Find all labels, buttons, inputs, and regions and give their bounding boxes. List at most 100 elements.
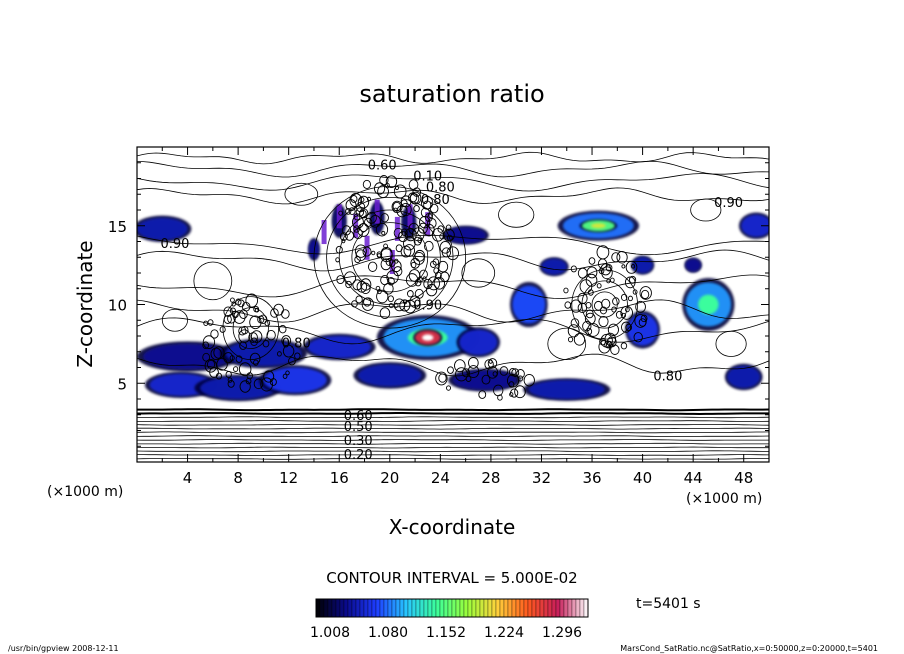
contour-label: 0.90 xyxy=(714,196,743,211)
contour-cell xyxy=(391,200,403,213)
contour-cell xyxy=(380,213,389,223)
contour-cell xyxy=(585,327,593,336)
colorbar-segment xyxy=(423,598,429,618)
contour-cell xyxy=(257,315,265,324)
contour-cell xyxy=(516,369,525,379)
colorbar-segment xyxy=(543,598,549,618)
contour-cell xyxy=(413,236,422,246)
contour-line xyxy=(137,151,769,165)
x-tick-label: 20 xyxy=(380,469,399,487)
contour-cell xyxy=(506,373,520,388)
footer-left: /usr/bin/gpview 2008-12-11 xyxy=(8,644,119,653)
colorbar-segment xyxy=(551,598,557,618)
colorbar-segment xyxy=(519,598,525,618)
contour-cell xyxy=(385,175,398,188)
region-core xyxy=(459,329,498,355)
contour-cell xyxy=(241,302,251,312)
contour-cell xyxy=(339,232,348,241)
contour-cell xyxy=(588,257,596,265)
violet-streak xyxy=(407,204,413,229)
contour-line xyxy=(137,450,769,453)
region-core xyxy=(307,336,371,359)
violet-streak xyxy=(394,216,400,241)
contour-cell xyxy=(596,283,602,289)
colorbar-segment xyxy=(491,598,497,618)
contour-cell xyxy=(349,193,363,208)
colorbar-segment xyxy=(495,598,501,618)
contour-cell xyxy=(567,324,580,338)
contour-cell xyxy=(231,301,236,307)
colorbar-segment xyxy=(415,598,421,618)
region xyxy=(724,363,763,391)
y-tick-label: 5 xyxy=(117,375,127,393)
contour-cell xyxy=(488,359,493,364)
colorbar-segment xyxy=(383,598,389,618)
contour-label: 0.60 xyxy=(344,409,373,424)
contour-cell xyxy=(225,371,232,378)
contour-cell xyxy=(380,274,390,286)
contour-cell xyxy=(419,215,431,229)
contour-cell xyxy=(338,210,343,216)
contour-cell xyxy=(246,372,253,380)
contour-loop xyxy=(351,222,429,293)
contour-label: 0.90 xyxy=(160,237,189,252)
contour-cell xyxy=(353,213,361,221)
x-tick-label: 44 xyxy=(684,469,703,487)
contour-cell xyxy=(227,379,235,388)
contour-labels: 0.600.100.800.80 0.900.900.900.800.800.20… xyxy=(160,158,743,462)
contour-cell xyxy=(376,251,383,258)
y-axis-label: Z-coordinate xyxy=(73,240,97,367)
contour-cell xyxy=(353,228,363,240)
contour-cell xyxy=(606,336,617,348)
contour-line xyxy=(137,446,769,449)
contour-cell xyxy=(468,356,479,369)
contour-loop xyxy=(193,261,233,301)
contour-cell xyxy=(204,358,217,373)
contour-cell xyxy=(446,385,451,391)
contour-cell xyxy=(432,258,440,266)
contour-cell xyxy=(375,222,389,237)
colorbar-segment xyxy=(555,598,561,618)
contour-cell xyxy=(249,352,261,365)
region-core xyxy=(512,285,546,324)
contour-cell xyxy=(570,265,577,273)
contour-cell xyxy=(570,318,580,328)
x-tick-label: 12 xyxy=(279,469,298,487)
contour-cell xyxy=(388,302,394,309)
colorbar-segment xyxy=(367,598,373,618)
contour-cell xyxy=(639,286,652,300)
contour-cell xyxy=(238,329,251,343)
contour-cell xyxy=(410,257,421,269)
colorbar-segment xyxy=(511,598,517,618)
x-axis-label: X-coordinate xyxy=(389,515,516,539)
contour-cell xyxy=(409,191,422,205)
contour-cell xyxy=(567,336,574,343)
region-core xyxy=(685,258,701,272)
contour-loop xyxy=(461,258,496,288)
contour-cell xyxy=(620,342,628,350)
y-tick-label: 15 xyxy=(108,218,127,236)
contour-cell xyxy=(454,359,466,373)
contour-cell xyxy=(215,372,223,380)
colorbar-segment xyxy=(547,598,553,618)
colorbar-segment xyxy=(375,598,381,618)
contour-line xyxy=(137,412,769,416)
contour-cell xyxy=(408,179,419,190)
contour-cell xyxy=(486,366,499,379)
contour-cell xyxy=(564,301,572,309)
contour-cell xyxy=(634,314,647,328)
contour-cell xyxy=(511,368,520,377)
contour-cell xyxy=(640,314,648,323)
region-core xyxy=(727,365,761,388)
contour-cell xyxy=(407,290,414,298)
region-core xyxy=(445,227,486,244)
colorbar-segment xyxy=(443,598,449,618)
contour-cell xyxy=(439,271,450,283)
contour-cell xyxy=(599,306,608,315)
contour-loop xyxy=(161,308,188,332)
violet-streak xyxy=(364,235,370,260)
contour-cell xyxy=(379,307,391,319)
contour-line xyxy=(137,454,769,456)
contour-cell xyxy=(269,378,277,386)
contour-cell xyxy=(264,320,271,327)
